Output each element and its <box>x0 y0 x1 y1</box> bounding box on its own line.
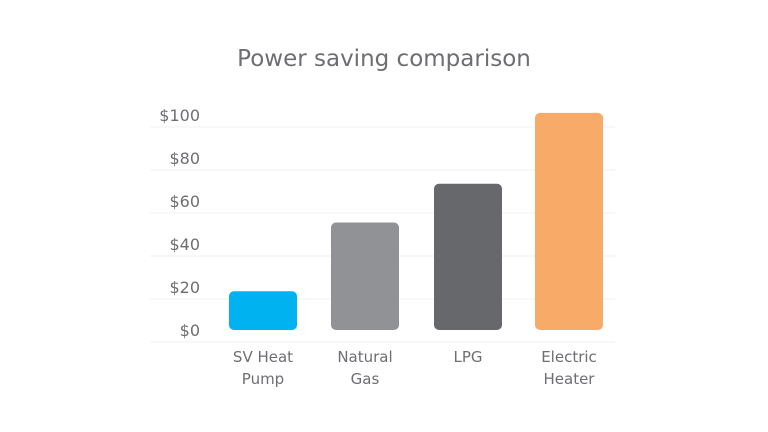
x-tick-label: Heater <box>544 370 596 388</box>
x-tick-label: SV Heat <box>233 348 293 366</box>
y-tick-label: $60 <box>169 192 200 211</box>
y-tick-label: $0 <box>180 321 200 340</box>
x-tick-label: Pump <box>242 370 284 388</box>
bar <box>434 183 502 330</box>
x-tick-label: Natural <box>337 348 392 366</box>
bar <box>229 291 297 330</box>
bar <box>535 112 603 330</box>
x-tick-label: Electric <box>541 348 597 366</box>
chart-title: Power saving comparison <box>237 46 531 72</box>
y-tick-label: $80 <box>169 149 200 168</box>
y-tick-label: $100 <box>159 106 200 125</box>
y-tick-label: $20 <box>169 278 200 297</box>
x-tick-label: LPG <box>453 348 482 366</box>
y-tick-label: $40 <box>169 235 200 254</box>
bar <box>331 222 399 330</box>
x-tick-label: Gas <box>351 370 380 388</box>
